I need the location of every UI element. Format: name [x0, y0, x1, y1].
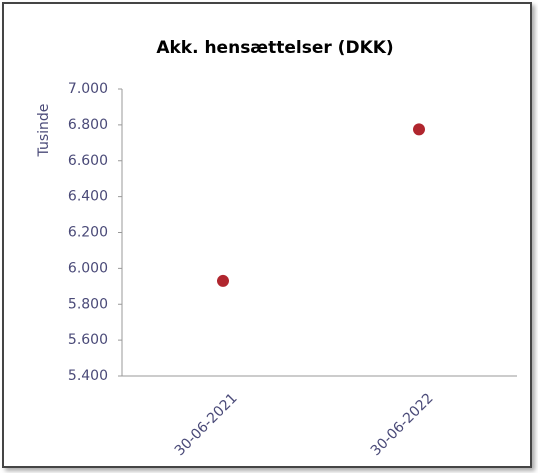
chart-frame	[2, 2, 532, 468]
y-tick-label: 6.000	[68, 260, 108, 276]
series-marker	[217, 274, 229, 287]
y-tick-label: 6.800	[68, 117, 108, 133]
chart-title: Akk. hensættelser (DKK)	[156, 38, 393, 58]
y-tick-label: 7.000	[68, 81, 108, 97]
y-tick-label: 6.200	[68, 225, 108, 241]
y-tick-label: 5.800	[68, 296, 108, 312]
y-tick-label: 6.400	[68, 189, 108, 205]
y-axis-label: Tusinde	[36, 104, 52, 158]
y-tick-label: 5.600	[68, 332, 108, 348]
y-tick-label: 6.600	[68, 153, 108, 169]
y-tick-label: 5.400	[68, 368, 108, 384]
series-marker	[413, 123, 425, 136]
